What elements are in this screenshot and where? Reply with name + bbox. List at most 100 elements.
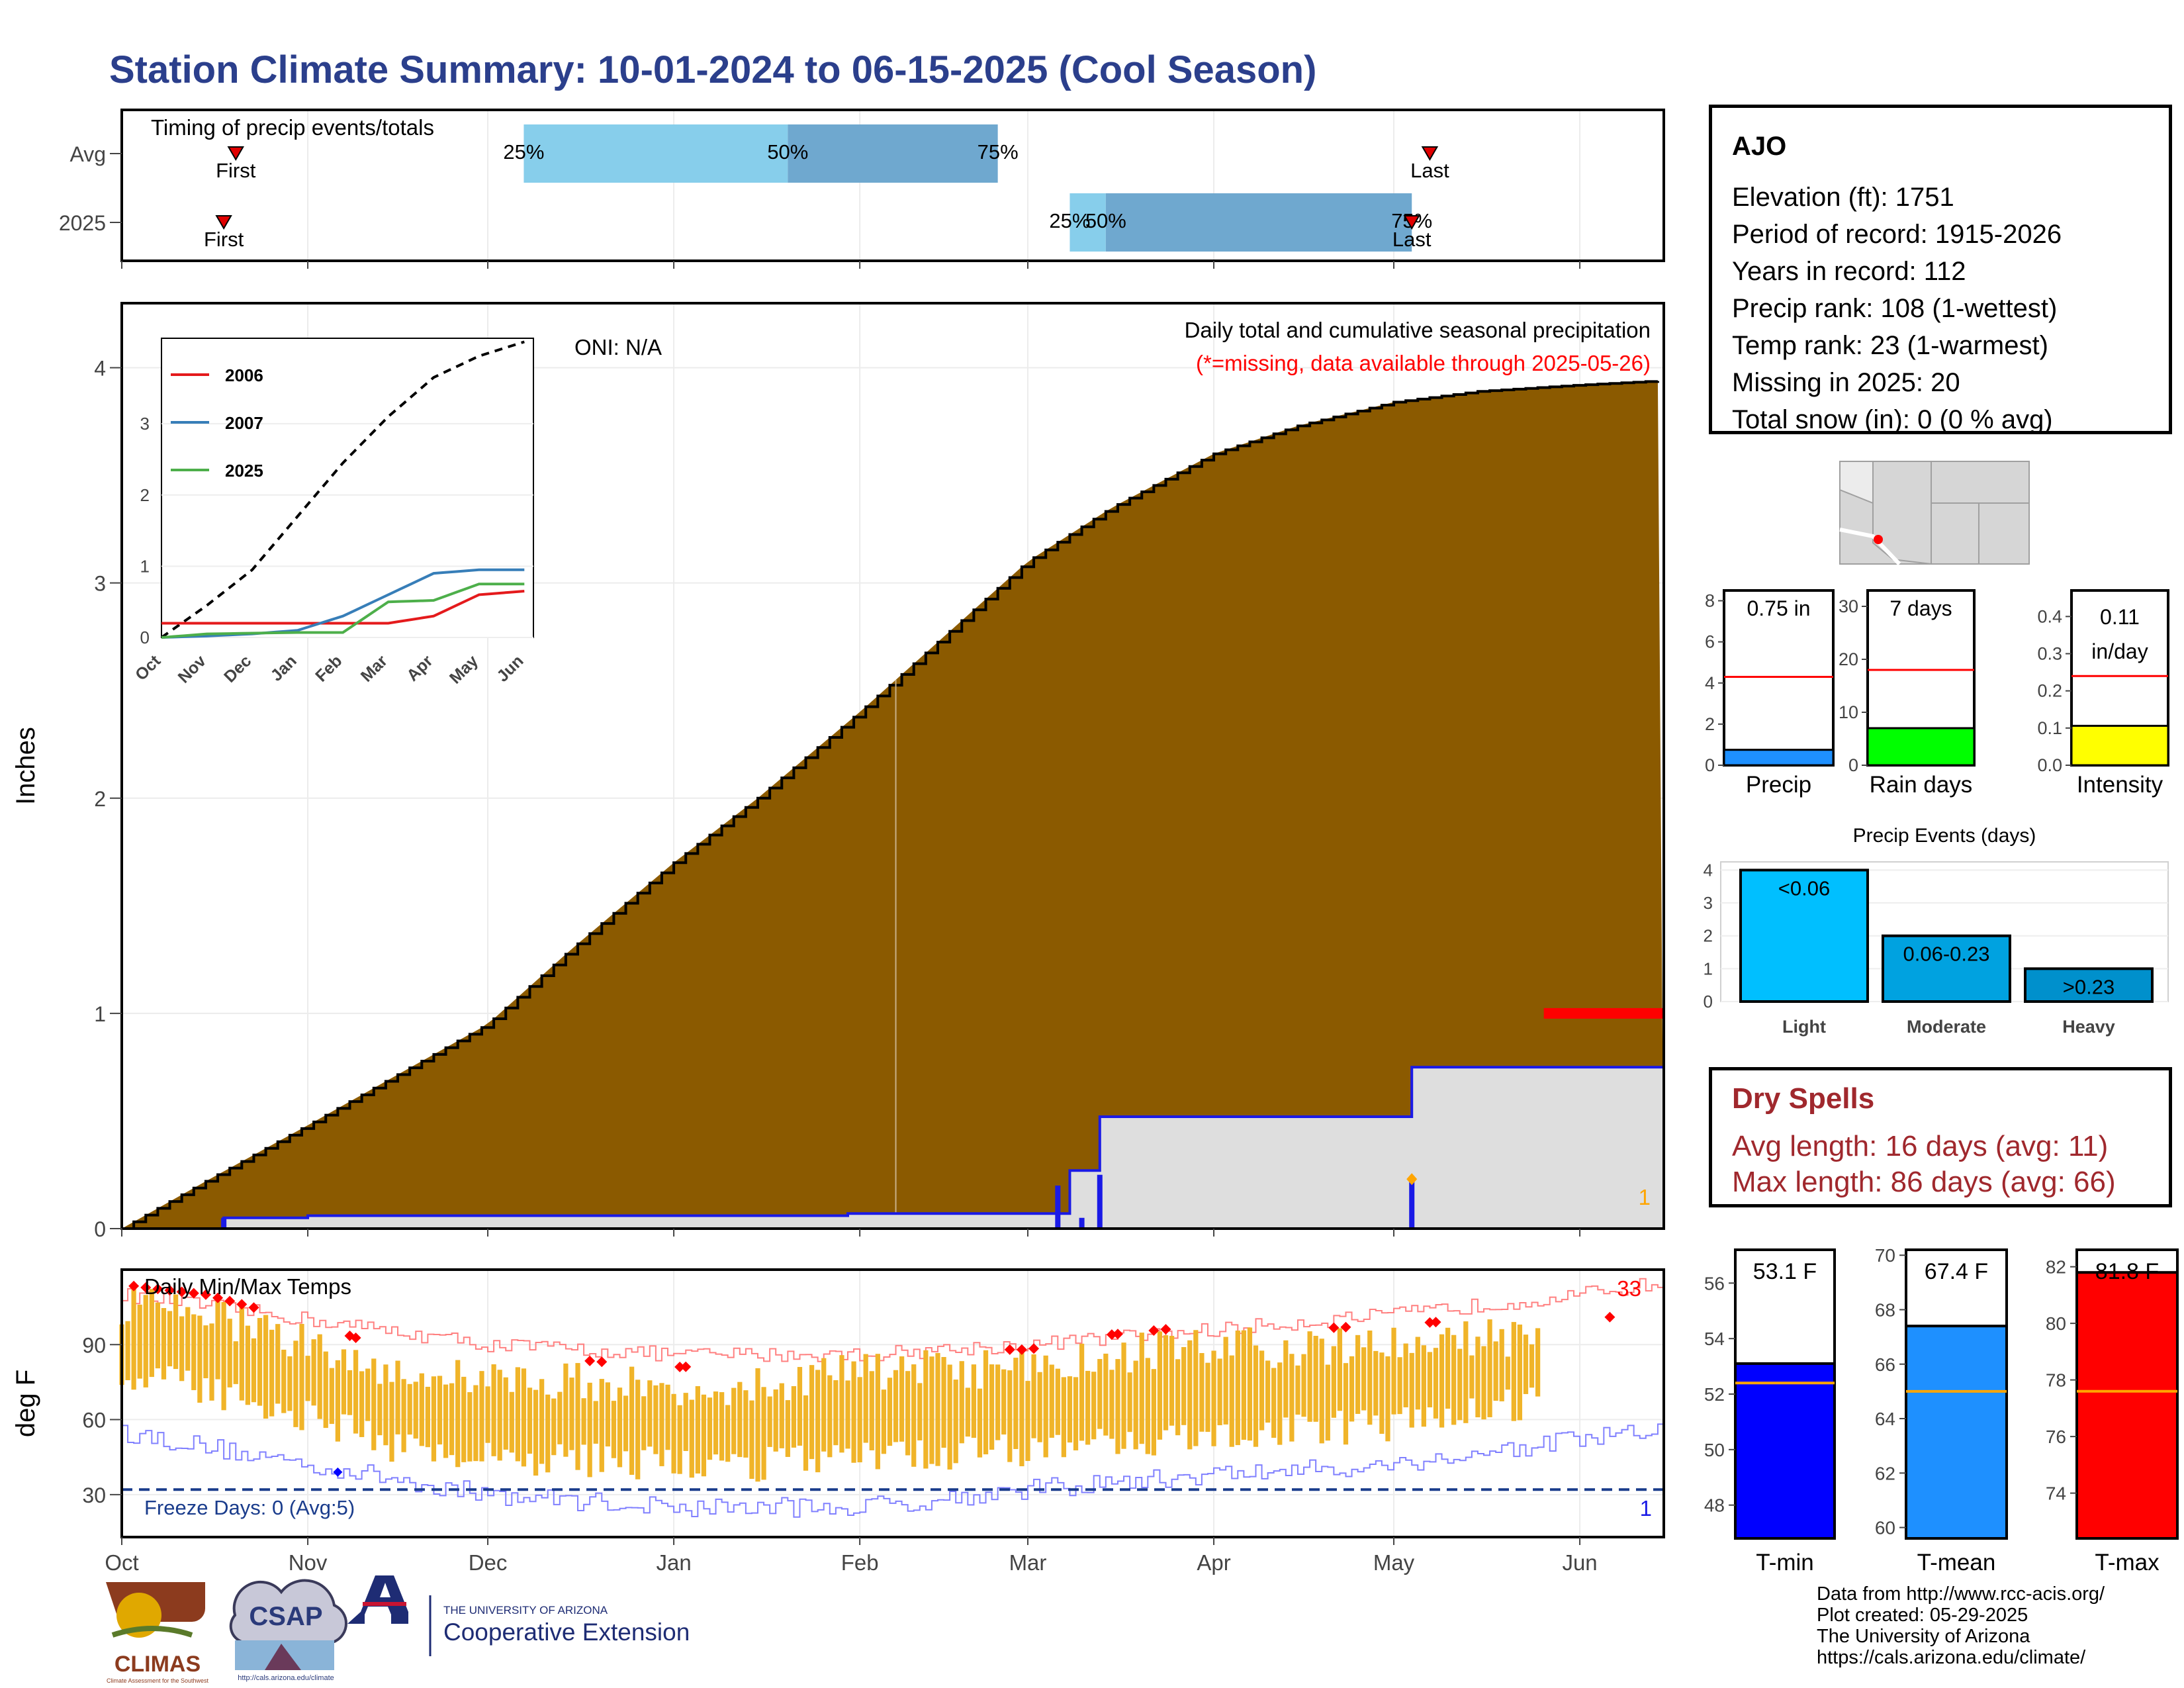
max-event-marker — [1406, 1173, 1418, 1186]
summary-y-tick: 2 — [1705, 714, 1715, 734]
summary-label: Intensity — [2077, 772, 2163, 798]
temp-bar — [1031, 1354, 1036, 1438]
record-high-marker — [1106, 1329, 1117, 1340]
summary-y-tick: 0.0 — [2037, 755, 2062, 775]
first-label: First — [204, 228, 244, 251]
csap-logo-url: http://cals.arizona.edu/climate — [238, 1674, 334, 1682]
station-location-dot — [1874, 535, 1883, 544]
precip-events-chart: Precip Events (days) <0.06 Light 0.06-0.23 M… — [1704, 825, 2169, 1037]
temp-bar — [1517, 1324, 1523, 1421]
temp-bar — [215, 1301, 220, 1380]
temp-bar — [359, 1371, 365, 1437]
temp-bar — [863, 1354, 868, 1443]
first-label: First — [216, 159, 256, 182]
temp-bar — [1001, 1369, 1007, 1435]
temp-bar — [665, 1384, 670, 1450]
temp-bar — [899, 1356, 905, 1442]
temp-bar — [1109, 1370, 1115, 1439]
temp-bar — [209, 1323, 214, 1401]
summary-label: Rain days — [1870, 772, 1973, 798]
temp-bar — [335, 1360, 341, 1442]
month-tick-label: Dec — [469, 1550, 508, 1575]
quartile-50-75 — [1105, 193, 1412, 252]
temp-bar — [1007, 1370, 1013, 1462]
temp-bar — [1367, 1331, 1373, 1425]
temp-bar — [941, 1356, 946, 1448]
temp-bar — [1349, 1356, 1355, 1422]
temp-bar — [473, 1385, 478, 1462]
tbar-y-tick: 70 — [1875, 1245, 1895, 1266]
ua-logo-top: THE UNIVERSITY OF ARIZONA — [443, 1604, 608, 1617]
summary-y-tick: 4 — [1705, 673, 1715, 693]
temp-bar — [1055, 1368, 1060, 1435]
temp-bar — [1307, 1331, 1312, 1422]
temp-bar — [1415, 1336, 1420, 1410]
record-high-marker — [164, 1285, 175, 1296]
temp-bar — [365, 1368, 371, 1421]
events-y-tick: 4 — [1704, 860, 1713, 880]
temp-bar — [1265, 1360, 1271, 1423]
temp-bar — [1241, 1330, 1246, 1440]
temps-y-axis-label: deg F — [11, 1370, 40, 1437]
temp-bar — [1103, 1353, 1109, 1436]
temp-bar — [623, 1395, 629, 1452]
record-high-marker — [350, 1333, 361, 1344]
temp-bar — [509, 1391, 514, 1453]
tbar-y-tick: 64 — [1875, 1409, 1895, 1429]
tbar-y-tick: 66 — [1875, 1354, 1895, 1375]
temp-bar — [1163, 1335, 1169, 1430]
temp-bar — [1157, 1331, 1163, 1440]
temps-title: Daily Min/Max Temps — [144, 1274, 351, 1299]
temp-bar — [1217, 1358, 1222, 1426]
temp-bar — [227, 1319, 232, 1387]
temp-bar — [881, 1389, 887, 1454]
temp-bar — [1181, 1346, 1187, 1425]
temp-bar — [1409, 1352, 1414, 1428]
temp-bar — [173, 1294, 179, 1370]
temp-bar — [689, 1399, 694, 1478]
temp-bar — [1049, 1364, 1054, 1438]
temp-bar — [401, 1379, 406, 1452]
temp-bar — [905, 1371, 911, 1456]
temp-bar — [983, 1350, 989, 1455]
tbar-y-tick: 60 — [1875, 1518, 1895, 1538]
temp-bar — [1253, 1345, 1259, 1447]
map-border-mexico — [1839, 528, 1901, 566]
temp-bar — [581, 1398, 586, 1445]
temp-bar — [1067, 1376, 1073, 1443]
inset-series-line — [161, 568, 525, 639]
summary-value-unit: in/day — [2091, 639, 2148, 663]
record-high-marker — [1112, 1329, 1123, 1340]
temp-bar — [1175, 1359, 1181, 1436]
temp-bar — [803, 1395, 809, 1471]
temp-bar — [371, 1358, 377, 1450]
temp-bar — [1169, 1336, 1175, 1426]
temp-bar — [1277, 1362, 1283, 1445]
station-years: Years in record: 112 — [1732, 257, 1966, 286]
temp-bar — [1043, 1355, 1048, 1458]
ua-logo-bottom: Cooperative Extension — [443, 1618, 690, 1646]
temp-bar — [1205, 1362, 1210, 1432]
tbar-y-tick: 62 — [1875, 1463, 1895, 1483]
event-bar-label: <0.06 — [1778, 876, 1830, 900]
temp-bar — [503, 1377, 508, 1450]
daily-precip-bar — [221, 1217, 227, 1229]
temp-bar — [329, 1368, 334, 1425]
record-high-marker — [248, 1302, 259, 1313]
dry-spells-max: Max length: 86 days (avg: 66) — [1732, 1166, 2116, 1198]
temp-bar — [653, 1385, 659, 1454]
daily-precip-bar — [1055, 1185, 1061, 1229]
dry-spells-box: Dry Spells Avg length: 16 days (avg: 11)… — [1709, 1067, 2172, 1207]
tbar-y-tick: 82 — [2046, 1257, 2066, 1278]
record-high-marker — [674, 1361, 686, 1372]
temp-bar — [125, 1321, 130, 1381]
temp-bar — [341, 1349, 347, 1415]
tbar-y-tick: 50 — [1704, 1440, 1725, 1460]
tbar-value: 53.1 F — [1753, 1259, 1817, 1284]
temp-bar — [947, 1364, 952, 1470]
record-high-marker — [584, 1355, 596, 1366]
temp-bar — [491, 1364, 496, 1456]
summary-bar — [2070, 724, 2169, 767]
